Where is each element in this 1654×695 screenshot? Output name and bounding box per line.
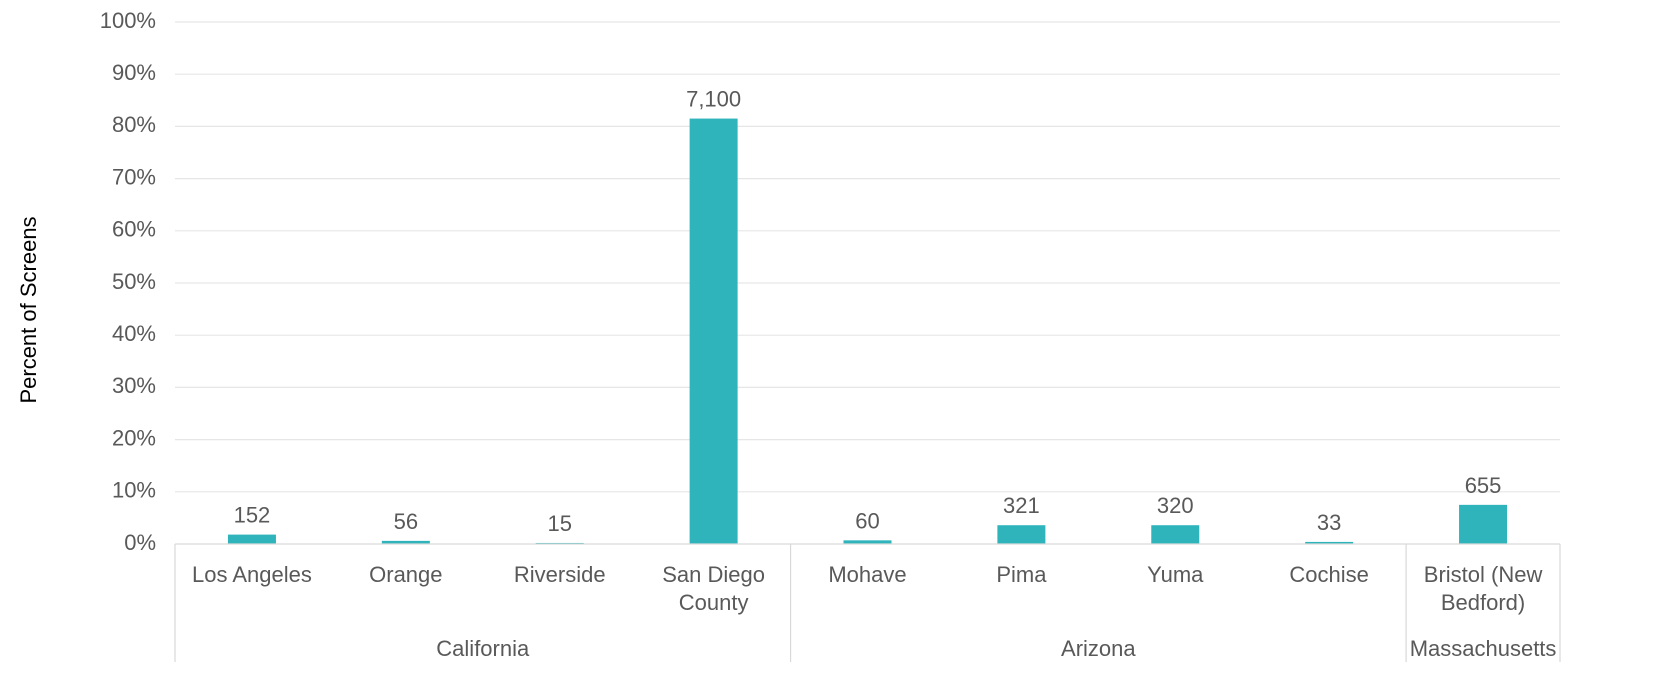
bar bbox=[1459, 504, 1508, 544]
x-tick-label: Riverside bbox=[514, 562, 606, 587]
y-axis-label: Percent of Screens bbox=[16, 216, 41, 403]
data-label: 56 bbox=[394, 509, 418, 534]
y-tick-label: 40% bbox=[112, 321, 156, 346]
data-label: 655 bbox=[1465, 473, 1502, 498]
data-label: 152 bbox=[234, 503, 271, 528]
bar bbox=[1305, 541, 1354, 544]
x-tick-label: Bristol (New Bedford) bbox=[1424, 562, 1543, 615]
data-label: 60 bbox=[855, 508, 879, 533]
data-label: 7,100 bbox=[686, 87, 741, 112]
bar bbox=[1151, 525, 1200, 544]
data-label: 33 bbox=[1317, 510, 1341, 535]
y-tick-label: 100% bbox=[100, 8, 156, 33]
group-label: California bbox=[436, 636, 530, 661]
y-tick-label: 10% bbox=[112, 478, 156, 503]
bar bbox=[227, 534, 276, 544]
x-tick-label: Cochise bbox=[1289, 562, 1368, 587]
x-tick-label: Mohave bbox=[828, 562, 906, 587]
x-tick-label: Pima bbox=[996, 562, 1047, 587]
bar bbox=[997, 525, 1046, 544]
data-label: 15 bbox=[547, 511, 571, 536]
bar bbox=[843, 540, 892, 544]
y-tick-label: 90% bbox=[112, 60, 156, 85]
x-tick-label: Yuma bbox=[1147, 562, 1204, 587]
y-tick-label: 80% bbox=[112, 112, 156, 137]
y-tick-label: 30% bbox=[112, 373, 156, 398]
x-tick-label: San Diego County bbox=[662, 562, 765, 615]
bar bbox=[689, 118, 738, 544]
bars bbox=[227, 118, 1508, 544]
y-tick-label: 60% bbox=[112, 217, 156, 242]
y-tick-label: 20% bbox=[112, 425, 156, 450]
y-tick-label: 70% bbox=[112, 164, 156, 189]
bar bbox=[381, 540, 430, 544]
x-tick-label: Los Angeles bbox=[192, 562, 312, 587]
x-tick-label: Orange bbox=[369, 562, 442, 587]
group-label: Massachusetts bbox=[1410, 636, 1557, 661]
y-tick-label: 50% bbox=[112, 269, 156, 294]
y-tick-label: 0% bbox=[124, 530, 156, 555]
data-label: 320 bbox=[1157, 493, 1194, 518]
x-axis: Los Angeles Orange Riverside San Diego Count… bbox=[174, 543, 1561, 662]
group-label: Arizona bbox=[1061, 636, 1136, 661]
gridlines bbox=[175, 21, 1560, 493]
data-label: 321 bbox=[1003, 493, 1040, 518]
data-labels: 152 56 15 7,100 60 321 320 33 655 bbox=[234, 87, 1502, 536]
y-axis-ticks: 0% 10% 20% 30% 40% 50% 60% 70% 80% 90% 100% bbox=[100, 8, 156, 555]
